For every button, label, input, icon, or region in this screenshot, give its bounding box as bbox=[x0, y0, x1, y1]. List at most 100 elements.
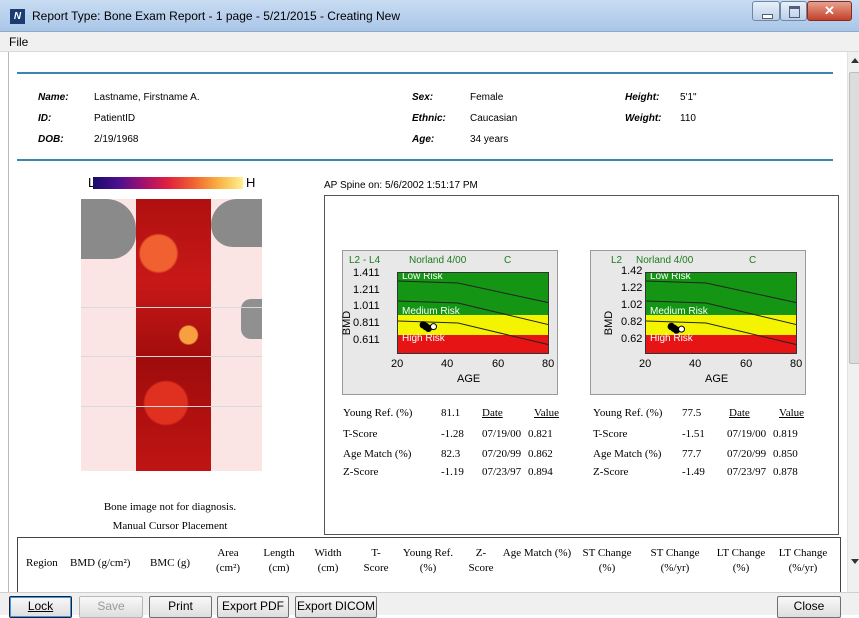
patient-name: Lastname, Firstname A. bbox=[94, 92, 200, 103]
cursor-placement-note: Manual Cursor Placement bbox=[112, 520, 228, 532]
ethnic-label: Ethnic: bbox=[412, 113, 446, 124]
x-tick-label: 60 bbox=[492, 358, 505, 370]
save-button[interactable]: Save bbox=[79, 596, 143, 618]
title-bar: N Report Type: Bone Exam Report - 1 page… bbox=[0, 0, 859, 32]
export-pdf-button[interactable]: Export PDF bbox=[217, 596, 289, 618]
header-divider-bottom bbox=[17, 159, 833, 161]
medium-risk-label: Medium Risk bbox=[650, 306, 708, 317]
height-label: Height: bbox=[625, 92, 660, 103]
tscore-label: T-Score bbox=[593, 428, 628, 440]
vertebra-divider[interactable] bbox=[81, 356, 262, 357]
patient-weight: 110 bbox=[680, 113, 696, 124]
close-window-button[interactable]: ✕ bbox=[807, 1, 852, 21]
spine-scan bbox=[136, 199, 211, 471]
young-ref-value: 81.1 bbox=[441, 407, 461, 419]
history-date: 07/23/97 bbox=[727, 466, 767, 478]
age-label: Age: bbox=[412, 134, 435, 145]
table-header-cell: ST Change (%/yr) bbox=[650, 547, 700, 574]
medium-risk-label: Medium Risk bbox=[402, 306, 460, 317]
history-value: 0.894 bbox=[528, 466, 553, 478]
table-header-cell: Area (cm²) bbox=[215, 547, 241, 574]
history-value: 0.850 bbox=[773, 448, 798, 460]
agematch-value: 82.3 bbox=[441, 448, 461, 460]
x-tick-label: 80 bbox=[790, 358, 803, 370]
high-risk-label: High Risk bbox=[402, 333, 445, 344]
value-header: Value bbox=[779, 407, 805, 419]
menu-file[interactable]: File bbox=[9, 35, 29, 49]
soft-tissue-region bbox=[241, 299, 262, 339]
plot-area: Low Risk Medium Risk High Risk bbox=[397, 272, 549, 354]
young-ref-value: 77.5 bbox=[682, 407, 702, 419]
x-tick-label: 40 bbox=[689, 358, 702, 370]
chart-reference-label: Norland 4/00 bbox=[409, 255, 467, 266]
export-dicom-button[interactable]: Export DICOM bbox=[295, 596, 377, 618]
vertebra-divider[interactable] bbox=[81, 307, 262, 308]
scroll-down-icon[interactable] bbox=[851, 559, 859, 564]
sex-label: Sex: bbox=[412, 92, 434, 103]
zone-low-risk bbox=[398, 273, 548, 315]
zone-high-risk bbox=[398, 335, 548, 353]
menu-bar: File bbox=[0, 32, 859, 52]
app-logo-icon: N bbox=[10, 9, 25, 24]
table-header-cell: Age Match (%) bbox=[502, 547, 572, 559]
bone-scan-image bbox=[81, 199, 262, 471]
chart-region-label: L2 bbox=[611, 255, 623, 266]
x-axis-label: AGE bbox=[705, 373, 729, 385]
vertical-scrollbar[interactable] bbox=[847, 52, 859, 592]
patient-height: 5'1" bbox=[680, 92, 697, 103]
x-tick-label: 80 bbox=[542, 358, 555, 370]
zone-high-risk bbox=[646, 335, 796, 353]
bone-image-disclaimer: Bone image not for diagnosis. bbox=[103, 501, 237, 513]
tscore-label: T-Score bbox=[343, 428, 378, 440]
x-tick-label: 20 bbox=[639, 358, 652, 370]
table-header-cell: BMC (g) bbox=[150, 557, 191, 569]
y-tick-label: 1.411 bbox=[353, 267, 380, 279]
history-date: 07/19/00 bbox=[482, 428, 522, 440]
minimize-button[interactable] bbox=[752, 1, 780, 21]
y-tick-label: 1.02 bbox=[621, 299, 643, 311]
header-divider-top bbox=[17, 72, 833, 74]
close-button[interactable]: Close bbox=[777, 596, 841, 618]
risk-curves bbox=[646, 280, 796, 346]
history-date: 07/19/00 bbox=[727, 428, 767, 440]
table-header-cell: ST Change (%) bbox=[582, 547, 632, 574]
window-title: Report Type: Bone Exam Report - 1 page -… bbox=[32, 9, 400, 23]
history-value: 0.819 bbox=[773, 428, 798, 440]
zone-low-risk bbox=[646, 273, 796, 315]
plot-area: Low Risk Medium Risk High Risk bbox=[645, 272, 797, 354]
print-button[interactable]: Print bbox=[149, 596, 212, 618]
scroll-up-icon[interactable] bbox=[851, 58, 859, 63]
history-date: 07/20/99 bbox=[727, 448, 767, 460]
history-date: 07/23/97 bbox=[482, 466, 522, 478]
chart-region-label: L2 - L4 bbox=[349, 255, 381, 266]
y-tick-label: 0.811 bbox=[353, 317, 380, 329]
soft-tissue-region bbox=[211, 199, 262, 247]
zone-medium-risk bbox=[398, 315, 548, 335]
chart-code-label: C bbox=[749, 255, 757, 266]
history-value: 0.821 bbox=[528, 428, 553, 440]
id-label: ID: bbox=[38, 113, 52, 124]
table-header-cell: Young Ref. (%) bbox=[402, 547, 454, 574]
scroll-thumb[interactable] bbox=[849, 72, 859, 364]
table-header-cell: Region bbox=[26, 557, 58, 569]
zscore-value: -1.49 bbox=[682, 466, 705, 478]
chart-reference-label: Norland 4/00 bbox=[636, 255, 694, 266]
vertebra-divider[interactable] bbox=[81, 406, 262, 407]
high-risk-label: High Risk bbox=[650, 333, 693, 344]
zscore-value: -1.19 bbox=[441, 466, 464, 478]
y-axis-label: BMD bbox=[341, 310, 354, 336]
patient-id: PatientID bbox=[94, 113, 136, 124]
date-header: Date bbox=[729, 407, 750, 419]
button-bar: Lock Save Print Export PDF Export DICOM … bbox=[0, 592, 859, 618]
maximize-button[interactable] bbox=[780, 1, 807, 21]
name-label: Name: bbox=[38, 92, 69, 103]
history-date: 07/20/99 bbox=[482, 448, 522, 460]
young-ref-label: Young Ref. (%) bbox=[593, 407, 663, 419]
tscore-value: -1.51 bbox=[682, 428, 705, 440]
lock-button[interactable]: Lock bbox=[9, 596, 72, 618]
history-value: 0.862 bbox=[528, 448, 553, 460]
date-header: Date bbox=[482, 407, 503, 419]
scatter-points bbox=[419, 321, 437, 332]
y-tick-label: 1.22 bbox=[621, 282, 643, 294]
y-tick-label: 1.42 bbox=[621, 265, 643, 277]
